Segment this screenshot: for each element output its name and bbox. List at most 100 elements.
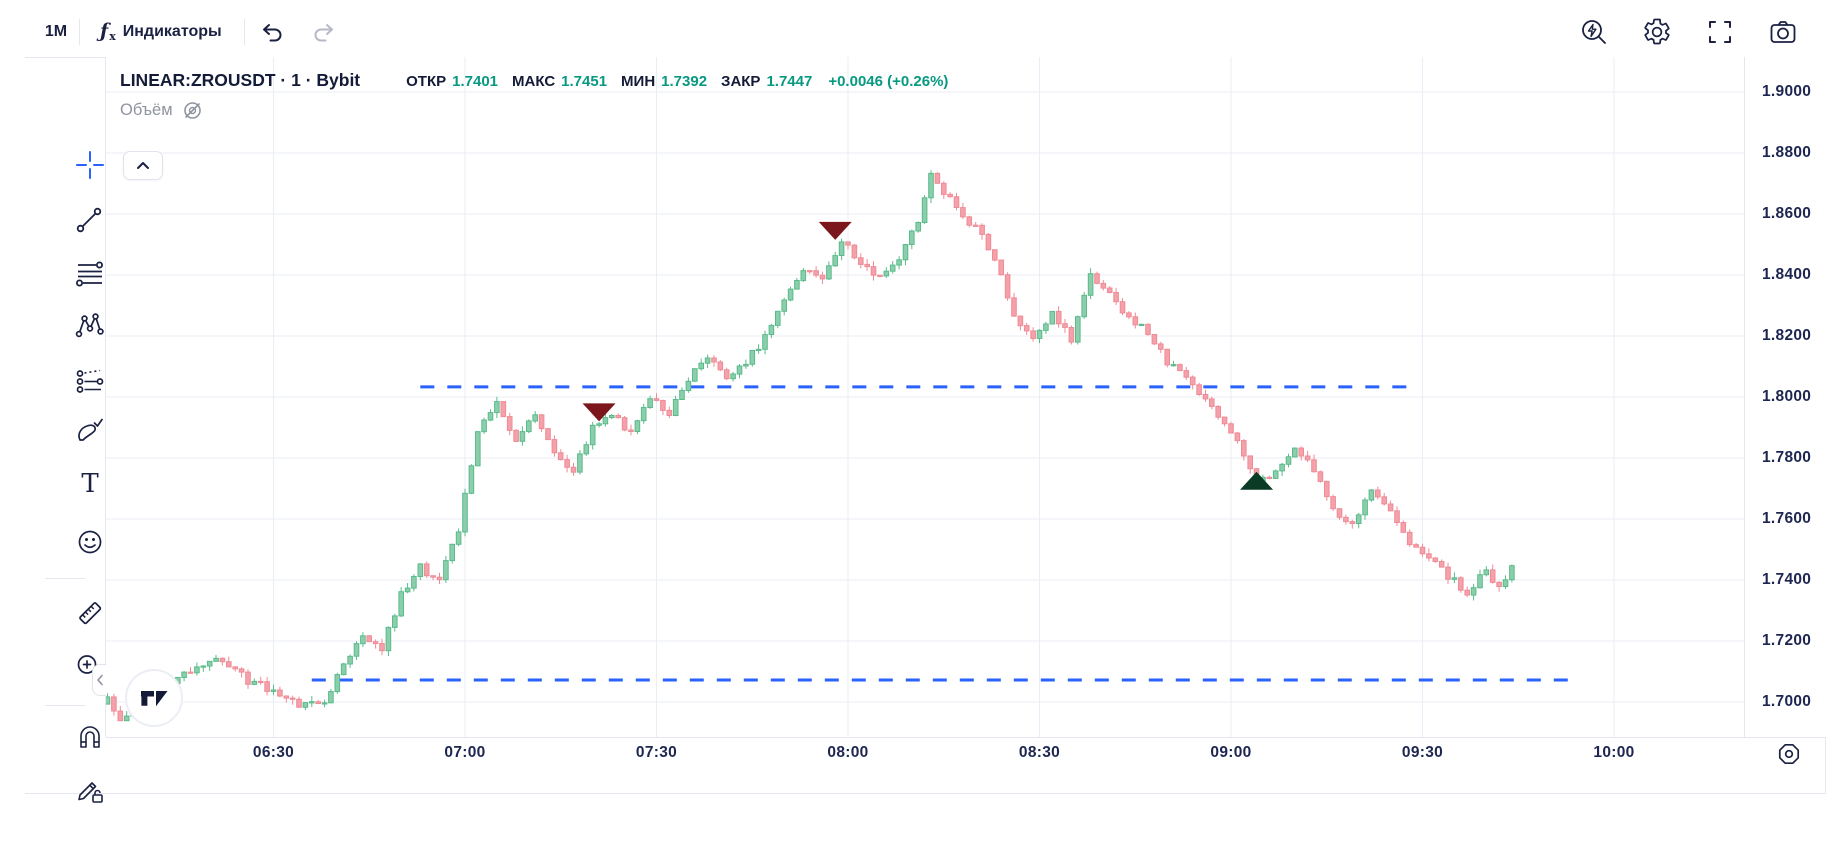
magnet-mode-button[interactable] [71,720,109,758]
symbol-title[interactable]: LINEAR:ZROUSDT · 1 · Bybit [120,70,361,90]
svg-text:T: T [81,469,99,499]
high-value: 1.7451 [561,73,608,90]
fx-icon: ƒx [100,19,116,43]
time-axis-label: 07:00 [444,744,486,761]
prediction-measure-icon [76,369,104,393]
trade-marker-buy [1240,471,1274,490]
volume-label: Объём [120,101,173,119]
chart-pane[interactable] [106,57,1744,737]
high-label: МАКС [512,73,556,90]
redo-icon [314,23,333,41]
price-axis-label: 1.7400 [1762,571,1812,588]
candles [106,170,1515,722]
indicators-button[interactable]: ƒx Индикаторы [92,16,230,48]
quick-search-icon [1582,19,1606,44]
chevron-up-icon [137,162,149,169]
brush-tool-button[interactable] [71,412,109,450]
price-axis-label: 1.8600 [1762,205,1812,222]
trade-marker-sell [818,221,852,240]
time-axis-label: 10:00 [1593,744,1635,761]
magnet-icon [80,726,100,748]
text-icon: T [81,469,99,499]
time-axis-settings-button[interactable] [1776,741,1802,767]
xabcd-pattern-icon [75,313,104,338]
time-axis-label: 06:30 [252,744,295,761]
tradingview-logo-icon [140,691,167,707]
time-axis-label: 09:30 [1401,744,1444,761]
measure-tool-button[interactable] [71,594,109,632]
toolbar-separator [243,18,245,45]
prediction-tool-button[interactable] [71,362,109,400]
time-axis[interactable]: 06:30 07:00 07:30 08:00 08:30 09:00 09:30 10:00 [106,738,1744,770]
chart-legend: LINEAR:ZROUSDT · 1 · Bybit ОТКР 1.7401 МА… [120,70,948,121]
redo-button[interactable] [301,12,345,52]
toolbar-separator [79,18,80,45]
price-axis[interactable]: 1.9000 1.8800 1.8600 1.8400 1.8200 1.8000 1.78… [1745,57,1826,737]
pattern-tool-button[interactable] [71,307,109,345]
price-axis-label: 1.7800 [1762,449,1812,466]
trade-markers[interactable] [582,221,1274,490]
smiley-icon [78,530,102,554]
price-axis-label: 1.7200 [1762,632,1812,649]
volume-visibility-toggle[interactable] [182,100,203,121]
settings-button[interactable] [1640,15,1674,49]
drawing-toolbar: T [25,58,105,803]
crosshair-tool-button[interactable] [71,146,109,184]
open-label: ОТКР [406,73,447,90]
text-tool-button[interactable]: T [71,464,109,502]
time-axis-label: 08:00 [827,744,869,761]
price-axis-label: 1.8200 [1762,327,1812,344]
fullscreen-button[interactable] [1703,15,1737,49]
trend-line-icon [76,207,102,233]
grid-lines [106,57,1744,737]
drawn-dashed-lines[interactable] [311,385,1576,682]
price-axis-divider [1744,58,1745,737]
change-value: +0.0046 (+0.26%) [828,73,949,90]
price-axis-label: 1.8400 [1762,266,1812,283]
ohlc-values: ОТКР 1.7401 МАКС 1.7451 МИН 1.7392 ЗАКР 1.74… [398,73,948,90]
price-axis-label: 1.8000 [1762,388,1812,405]
close-value: 1.7447 [766,73,813,90]
undo-icon [262,23,282,41]
trend-line-tool-button[interactable] [71,200,109,238]
time-axis-label: 08:30 [1018,744,1061,761]
fib-retracement-tool-button[interactable] [71,255,109,293]
fullscreen-icon [1709,20,1731,43]
price-axis-label: 1.8800 [1762,144,1812,161]
timeframe-button[interactable]: 1М [33,17,79,47]
low-value: 1.7392 [661,73,708,90]
sidebar-divider-line [45,705,85,706]
low-label: МИН [621,73,656,90]
trade-marker-sell [582,403,616,422]
crosshair-icon [76,151,104,179]
eye-off-icon [183,102,201,119]
price-axis-label: 1.7000 [1762,693,1812,710]
snapshot-button[interactable] [1766,15,1800,49]
emoji-tool-button[interactable] [71,523,109,561]
undo-button[interactable] [251,12,295,52]
sidebar-divider-line [45,578,85,579]
price-axis-label: 1.7600 [1762,510,1812,527]
toolbar-right-group [1577,15,1826,49]
fib-retracement-icon [76,261,103,287]
tradingview-watermark[interactable] [125,669,183,727]
axis-corner [1752,738,1826,770]
price-chart[interactable] [106,57,1744,737]
drawing-lock-button[interactable] [71,772,109,810]
chevron-left-icon [96,674,103,686]
left-panel-collapse-handle[interactable] [92,664,106,696]
ruler-icon [79,602,102,625]
time-axis-label: 07:30 [635,744,678,761]
open-value: 1.7401 [452,73,499,90]
sidebar-divider [105,58,106,737]
close-label: ЗАКР [721,73,761,90]
settings-gear-icon [1644,18,1670,44]
quick-search-button[interactable] [1577,15,1611,49]
price-axis-label: 1.9000 [1762,83,1812,100]
time-axis-label: 09:00 [1210,744,1252,761]
axis-settings-icon [1778,743,1800,765]
legend-collapse-button[interactable] [123,151,163,180]
snapshot-camera-icon [1770,20,1796,43]
pencil-lock-icon [78,782,103,803]
